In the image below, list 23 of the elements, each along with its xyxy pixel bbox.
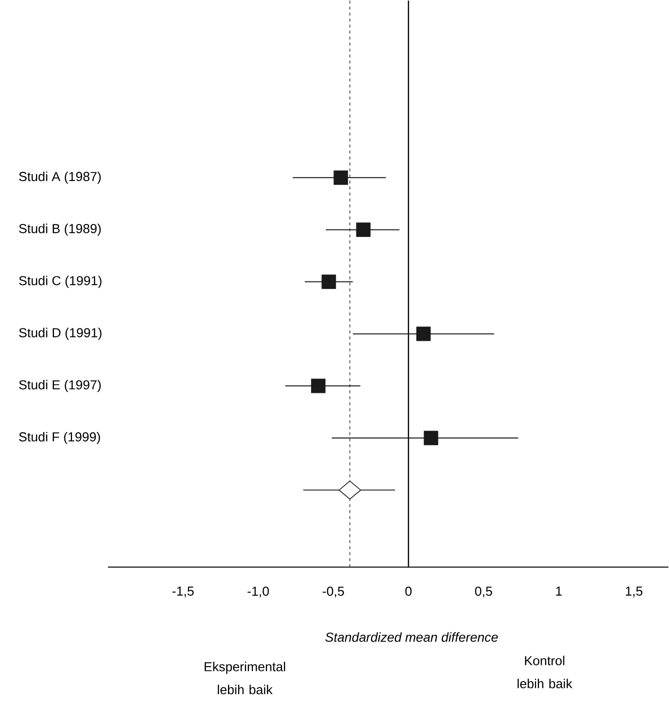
y-tick-label: Studi E (1997) xyxy=(19,380,101,392)
text: Eksperimental lebih baik xyxy=(204,662,286,694)
x-tick-label: 1 xyxy=(556,586,562,596)
x-tick-label: -0,5 xyxy=(322,586,344,598)
x-axis-title: Standardized mean difference xyxy=(325,632,498,642)
x-tick-label: 0,5 xyxy=(475,586,492,598)
y-tick-label: Studi C (1991) xyxy=(19,276,102,288)
y-tick-label: Studi F (1999) xyxy=(19,432,100,444)
point xyxy=(416,326,431,342)
point xyxy=(311,378,326,394)
y-tick-label: Studi D (1991) xyxy=(19,328,102,340)
x-tick-label: -1,5 xyxy=(172,586,194,598)
point xyxy=(424,430,438,446)
point xyxy=(338,480,362,500)
point xyxy=(334,170,348,185)
x-tick-label: 0 xyxy=(405,586,412,596)
text: Kontrol lebih baik xyxy=(518,656,572,688)
y-tick-label: Studi A (1987) xyxy=(19,172,101,184)
x-tick-label: -1,0 xyxy=(248,586,269,598)
point xyxy=(322,274,336,289)
y-tick-label: Studi B (1989) xyxy=(19,224,101,236)
point xyxy=(356,222,371,237)
x-tick-label: 1,5 xyxy=(626,586,642,598)
